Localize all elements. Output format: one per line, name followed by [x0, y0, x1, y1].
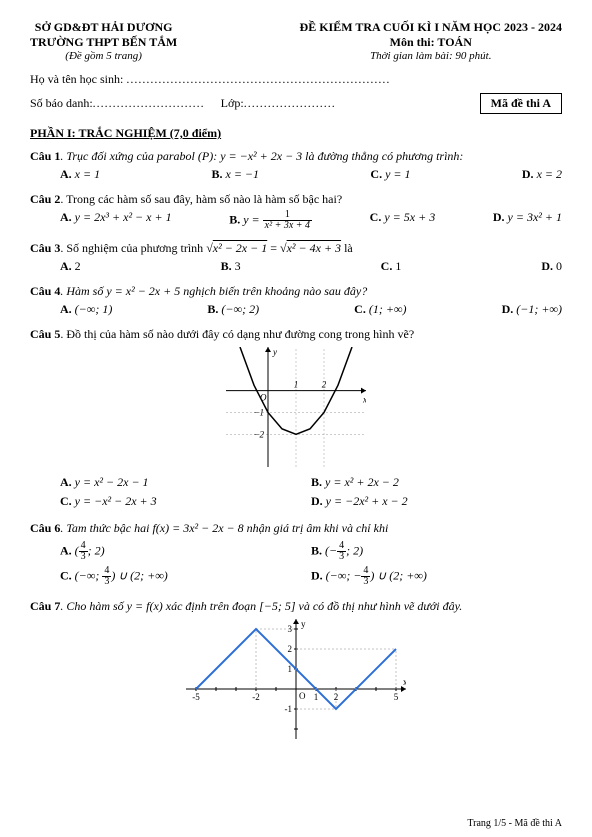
- q3-pre: . Số nghiệm của phương trình: [60, 241, 206, 255]
- class-label: Lớp:: [221, 96, 244, 111]
- svg-text:1: 1: [294, 380, 299, 390]
- q6-C: C. (−∞; 43) ∪ (2; +∞): [60, 564, 311, 589]
- exam-page: SỞ GD&ĐT HẢI DƯƠNG TRƯỜNG THPT BẾN TẮM (…: [0, 0, 592, 837]
- name-label: Họ và tên học sinh:: [30, 72, 123, 86]
- q7: Câu 7. Cho hàm số y = f(x) xác định trên…: [30, 597, 562, 615]
- svg-text:1: 1: [314, 692, 319, 702]
- svg-text:1: 1: [288, 664, 293, 674]
- q5-graph: O 1 2 −1 −2 x y: [226, 347, 366, 467]
- pages-note: (Đề gồm 5 trang): [30, 50, 177, 62]
- svg-text:2: 2: [288, 644, 293, 654]
- q2-label: Câu 2: [30, 192, 60, 206]
- q6-text: . Tam thức bậc hai f(x) = 3x² − 2x − 8 n…: [60, 521, 388, 535]
- svg-text:x: x: [403, 677, 406, 687]
- q6-A: A. (43; 2): [60, 539, 311, 564]
- q3-options: A. 2 B. 3 C. 1 D. 0: [30, 257, 562, 276]
- q5-text: . Đồ thị của hàm số nào dưới đây có dạng…: [60, 327, 414, 341]
- svg-text:2: 2: [334, 692, 339, 702]
- header: SỞ GD&ĐT HẢI DƯƠNG TRƯỜNG THPT BẾN TẮM (…: [30, 20, 562, 62]
- q1-A: A. x = 1: [60, 167, 100, 182]
- q1-options: A. x = 1 B. x = −1 C. y = 1 D. x = 2: [30, 165, 562, 184]
- q5-label: Câu 5: [30, 327, 60, 341]
- q1-D: D. x = 2: [522, 167, 562, 182]
- q3-D: D. 0: [541, 259, 562, 274]
- svg-text:-5: -5: [192, 692, 200, 702]
- page-footer: Trang 1/5 - Mã đề thi A: [467, 818, 562, 829]
- svg-text:5: 5: [394, 692, 399, 702]
- svg-text:2: 2: [322, 380, 327, 390]
- q1-text: . Trục đối xứng của parabol (P): y = −x²…: [60, 149, 463, 163]
- svg-text:y: y: [272, 347, 277, 357]
- id-label: Số báo danh:: [30, 96, 93, 111]
- duration: Thời gian làm bài: 90 phút.: [300, 50, 562, 62]
- q3: Câu 3. Số nghiệm của phương trình √x² − …: [30, 239, 562, 257]
- svg-text:−1: −1: [253, 407, 264, 417]
- header-left: SỞ GD&ĐT HẢI DƯƠNG TRƯỜNG THPT BẾN TẮM (…: [30, 20, 177, 62]
- name-dots: ........................................…: [126, 72, 390, 86]
- q2-C: C. y = 5x + 3: [370, 210, 436, 231]
- svg-text:x: x: [362, 395, 366, 405]
- q1: Câu 1. Trục đối xứng của parabol (P): y …: [30, 147, 562, 165]
- q3-label: Câu 3: [30, 241, 60, 255]
- exam-code: Mã đề thi A: [480, 93, 562, 114]
- q2-text: . Trong các hàm số sau đây, hàm số nào l…: [60, 192, 342, 206]
- q6-B: B. (−43; 2): [311, 539, 562, 564]
- q6-options: A. (43; 2) B. (−43; 2) C. (−∞; 43) ∪ (2;…: [30, 537, 562, 591]
- q5-options: A. y = x² − 2x − 1 B. y = x² + 2x − 2 C.…: [30, 471, 562, 513]
- header-right: ĐỀ KIỂM TRA CUỐI KÌ I NĂM HỌC 2023 - 202…: [300, 20, 562, 62]
- q6-label: Câu 6: [30, 521, 60, 535]
- student-name-row: Họ và tên học sinh: ....................…: [30, 72, 562, 87]
- q2-options: A. y = 2x³ + x² − x + 1 B. y = 1x² + 3x …: [30, 208, 562, 233]
- q5-A: A. y = x² − 2x − 1: [60, 473, 311, 492]
- q4-B: B. (−∞; 2): [207, 302, 259, 317]
- exam-title: ĐỀ KIỂM TRA CUỐI KÌ I NĂM HỌC 2023 - 202…: [300, 20, 562, 35]
- q7-graph: O -5 -2 1 2 5 3 2 1 -1 x y: [186, 619, 406, 739]
- q6-D: D. (−∞; −43) ∪ (2; +∞): [311, 564, 562, 589]
- svg-text:O: O: [260, 393, 267, 403]
- q4-D: D. (−1; +∞): [502, 302, 562, 317]
- svg-text:O: O: [299, 691, 306, 701]
- class-dots: .......................: [244, 96, 336, 111]
- q4-A: A. (−∞; 1): [60, 302, 112, 317]
- q4-text: . Hàm số y = x² − 2x + 5 nghịch biến trê…: [60, 284, 367, 298]
- svg-text:−2: −2: [253, 429, 264, 439]
- q2-A: A. y = 2x³ + x² − x + 1: [60, 210, 172, 231]
- q2-B: B. y = 1x² + 3x + 4: [229, 210, 312, 231]
- q4-C: C. (1; +∞): [354, 302, 406, 317]
- svg-text:y: y: [301, 619, 306, 629]
- q5-D: D. y = −2x² + x − 2: [311, 492, 562, 511]
- svg-text:-2: -2: [252, 692, 260, 702]
- id-dots: ............................: [93, 96, 205, 111]
- q4-label: Câu 4: [30, 284, 60, 298]
- q3-B: B. 3: [221, 259, 241, 274]
- q3-A: A. 2: [60, 259, 81, 274]
- q4-options: A. (−∞; 1) B. (−∞; 2) C. (1; +∞) D. (−1;…: [30, 300, 562, 319]
- school: TRƯỜNG THPT BẾN TẮM: [30, 35, 177, 50]
- q7-label: Câu 7: [30, 599, 60, 613]
- q5-C: C. y = −x² − 2x + 3: [60, 492, 311, 511]
- q5: Câu 5. Đồ thị của hàm số nào dưới đây có…: [30, 325, 562, 343]
- subject: Môn thi: TOÁN: [300, 35, 562, 50]
- student-id-row: Số báo danh: ...........................…: [30, 93, 562, 114]
- q1-label: Câu 1: [30, 149, 60, 163]
- q1-C: C. y = 1: [370, 167, 410, 182]
- dept: SỞ GD&ĐT HẢI DƯƠNG: [30, 20, 177, 35]
- q5-B: B. y = x² + 2x − 2: [311, 473, 562, 492]
- q2: Câu 2. Trong các hàm số sau đây, hàm số …: [30, 190, 562, 208]
- q4: Câu 4. Hàm số y = x² − 2x + 5 nghịch biế…: [30, 282, 562, 300]
- q7-text: . Cho hàm số y = f(x) xác định trên đoạn…: [60, 599, 462, 613]
- q1-B: B. x = −1: [211, 167, 259, 182]
- q2-D: D. y = 3x² + 1: [493, 210, 562, 231]
- svg-text:-1: -1: [285, 704, 293, 714]
- q3-C: C. 1: [381, 259, 402, 274]
- q6: Câu 6. Tam thức bậc hai f(x) = 3x² − 2x …: [30, 519, 562, 537]
- section1-title: PHẦN I: TRẮC NGHIỆM (7,0 điểm): [30, 126, 562, 141]
- svg-text:3: 3: [288, 624, 293, 634]
